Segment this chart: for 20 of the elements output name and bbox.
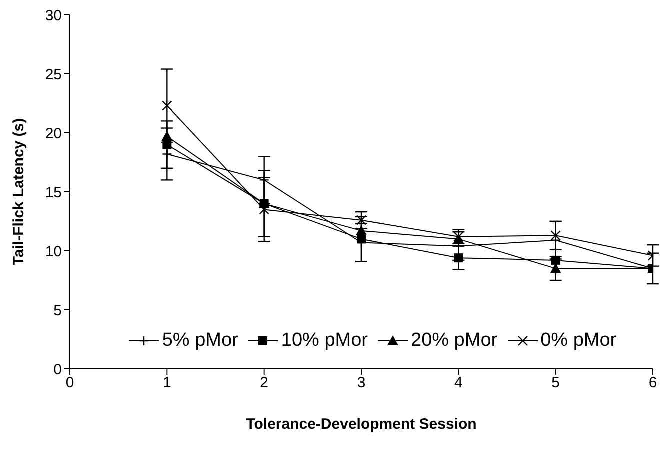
legend-label: 10% pMor [280,330,368,352]
y-tick-label: 15 [45,184,62,202]
x-axis-title: Tolerance-Development Session [246,416,477,433]
y-tick-label: 10 [45,243,62,260]
x-tick-label: 6 [648,374,658,392]
y-tick-label: 30 [45,7,62,24]
y-tick-label: 20 [45,125,62,142]
legend-label: 20% pMor [410,330,498,352]
x-tick-label: 1 [162,374,172,392]
y-tick-label: 0 [54,361,62,378]
x-tick-label: 3 [357,374,366,392]
y-tick-label: 25 [45,66,62,84]
x-tick-label: 2 [260,374,269,392]
legend-label: 5% pMor [161,330,238,352]
legend-label: 0% pMor [540,330,617,352]
x-tick-label: 0 [66,374,74,392]
x-tick-label: 5 [552,374,560,392]
y-axis-title: Tail-Flick Latency (s) [10,118,28,266]
x-tick-label: 4 [454,374,463,392]
y-tick-label: 5 [54,302,62,320]
